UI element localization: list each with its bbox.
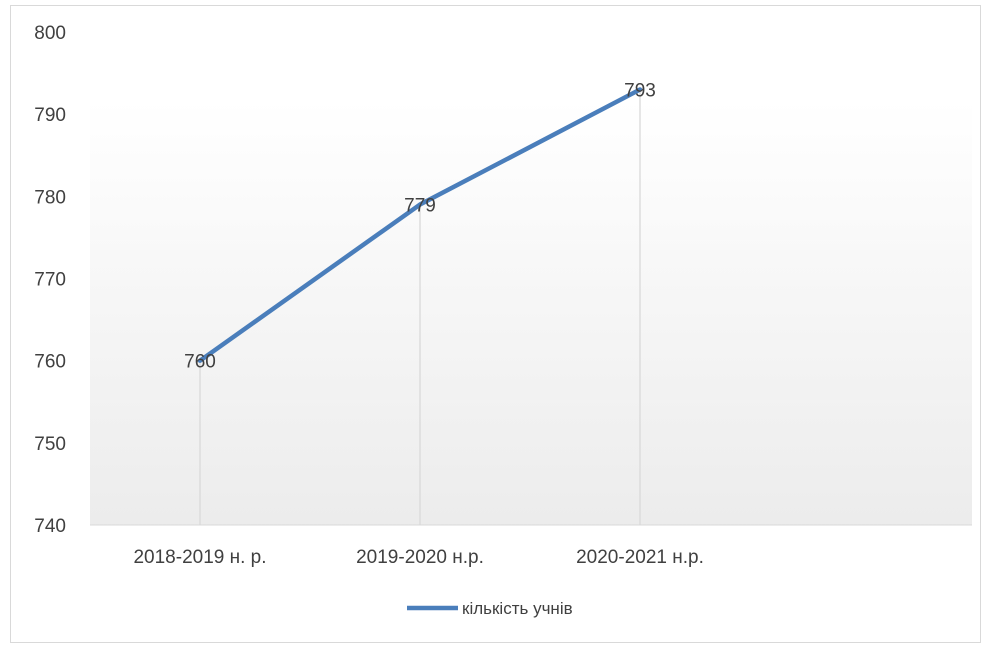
legend-label: кількість учнів	[462, 599, 573, 618]
y-tick-label: 740	[34, 516, 66, 537]
data-label: 793	[624, 81, 656, 102]
x-tick-label: 2018-2019 н. р.	[133, 547, 266, 568]
x-tick-label: 2020-2021 н.р.	[576, 547, 704, 568]
data-label: 760	[184, 352, 216, 373]
y-tick-label: 750	[34, 434, 66, 455]
y-tick-label: 770	[34, 270, 66, 291]
plot-area	[90, 100, 972, 525]
y-tick-label: 790	[34, 105, 66, 126]
data-label: 779	[404, 196, 436, 217]
series-line	[197, 87, 643, 363]
y-tick-label: 760	[34, 352, 66, 373]
x-tick-label: 2019-2020 н.р.	[356, 547, 484, 568]
y-tick-label: 800	[34, 23, 66, 44]
y-tick-label: 780	[34, 187, 66, 208]
